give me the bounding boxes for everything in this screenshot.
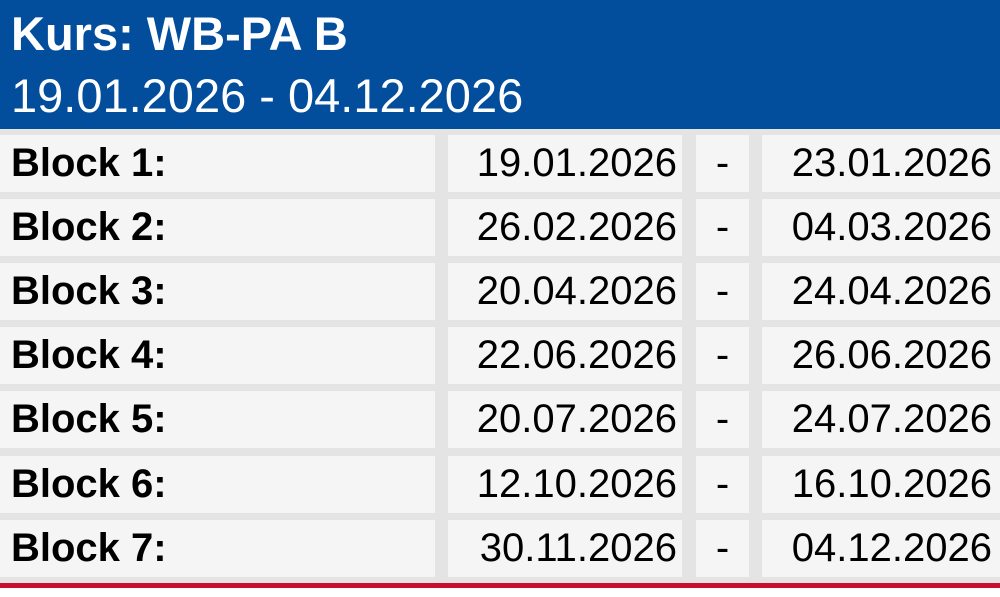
block-row: Block 2: 26.02.2026 - 04.03.2026 [0,199,1000,256]
block-row: Block 4: 22.06.2026 - 26.06.2026 [0,327,1000,384]
date-separator: - [696,199,749,256]
block-end-date: 04.12.2026 [762,520,1000,577]
block-start-date: 19.01.2026 [448,135,682,192]
date-separator: - [696,520,749,577]
block-label: Block 7: [0,520,435,577]
block-label: Block 2: [0,199,435,256]
accent-divider [0,583,1000,588]
date-separator: - [696,391,749,448]
block-start-date: 20.07.2026 [448,391,682,448]
block-start-date: 20.04.2026 [448,263,682,320]
block-row: Block 6: 12.10.2026 - 16.10.2026 [0,456,1000,513]
block-label: Block 3: [0,263,435,320]
date-separator: - [696,135,749,192]
course-header: Kurs: WB-PA B 19.01.2026 - 04.12.2026 [0,0,1000,129]
block-end-date: 24.07.2026 [762,391,1000,448]
block-row: Block 1: 19.01.2026 - 23.01.2026 [0,135,1000,192]
block-start-date: 30.11.2026 [448,520,682,577]
block-row: Block 5: 20.07.2026 - 24.07.2026 [0,391,1000,448]
block-label: Block 1: [0,135,435,192]
block-start-date: 26.02.2026 [448,199,682,256]
block-label: Block 4: [0,327,435,384]
block-end-date: 26.06.2026 [762,327,1000,384]
block-row: Block 3: 20.04.2026 - 24.04.2026 [0,263,1000,320]
block-end-date: 23.01.2026 [762,135,1000,192]
block-label: Block 5: [0,391,435,448]
block-end-date: 24.04.2026 [762,263,1000,320]
course-title: Kurs: WB-PA B [11,7,348,60]
block-label: Block 6: [0,456,435,513]
date-separator: - [696,456,749,513]
date-separator: - [696,327,749,384]
block-row: Block 7: 30.11.2026 - 04.12.2026 [0,520,1000,577]
course-period: 19.01.2026 - 04.12.2026 [11,69,524,122]
date-separator: - [696,263,749,320]
bottom-strip [0,588,1000,597]
block-start-date: 12.10.2026 [448,456,682,513]
block-start-date: 22.06.2026 [448,327,682,384]
block-end-date: 04.03.2026 [762,199,1000,256]
block-end-date: 16.10.2026 [762,456,1000,513]
